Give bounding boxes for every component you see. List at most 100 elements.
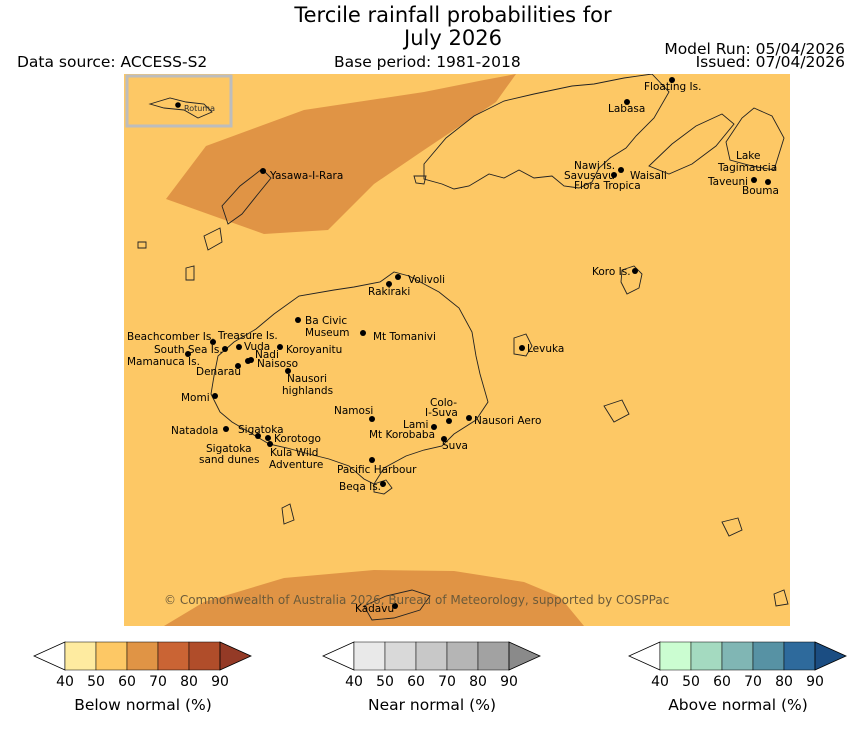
place-label-sand-dunes: sand dunes (199, 454, 259, 466)
place-label-koro-is: Koro Is. (592, 266, 631, 278)
place-marker-mt-korobaba (446, 418, 452, 424)
place-label-ba-civic: Ba Civic (305, 315, 347, 327)
coast-beqa (373, 479, 393, 495)
colorbar-swatch-5 (188, 641, 221, 671)
place-label-kula-wild: Kula Wild (270, 447, 318, 459)
colorbar-below-label: Below normal (%) (74, 696, 212, 714)
place-label-sigatoka: Sigatoka (238, 424, 284, 436)
place-label-volivoli: Volivoli (408, 274, 445, 286)
place-label-waisali: Waisali (630, 170, 667, 182)
colorbar-swatch-3 (721, 641, 754, 671)
place-label-natadola: Natadola (171, 425, 218, 437)
colorbar-extend-high (814, 641, 847, 671)
colorbar-swatch-3 (415, 641, 448, 671)
coast-viti-levu (210, 271, 489, 485)
coast-vanua-levu (423, 74, 670, 190)
place-label-yasawa-i-rara: Yasawa-I-Rara (269, 170, 343, 182)
colorbar-swatch-2 (690, 641, 723, 671)
place-marker-denarau (235, 363, 241, 369)
colorbar-above-normal: Above normal (%) 40 50 60 70 80 90 (628, 640, 848, 714)
place-marker-ba-civic (295, 317, 301, 323)
colorbar-near-swatches (322, 641, 541, 671)
place-label-rakiraki: Rakiraki (368, 286, 410, 298)
colorbar-above-swatches (628, 641, 847, 671)
coast-ovalau (513, 333, 533, 357)
colorbar-swatch-5 (783, 641, 816, 671)
place-label-suva: Suva (442, 440, 468, 452)
place-marker-kadavu (392, 603, 398, 609)
colorbar-extend-high (508, 641, 541, 671)
place-marker-taveuni (751, 177, 757, 183)
colorbar-swatch-1 (659, 641, 692, 671)
colorbar-swatch-1 (353, 641, 386, 671)
place-marker-volivoli (395, 274, 401, 280)
place-marker-namosi (369, 416, 375, 422)
place-marker-beqa-is (380, 481, 386, 487)
colorbar-tick-70: 70 (438, 674, 456, 690)
place-label-i-suva: I-Suva (425, 407, 458, 419)
rotuma-inset: Rotuma (125, 74, 233, 128)
place-label-beachcomber-is: Beachcomber Is. (127, 331, 215, 343)
copyright-notice: © Commonwealth of Australia 2026, Bureau… (164, 593, 669, 607)
place-marker-levuka (519, 345, 525, 351)
place-label-highlands: highlands (282, 385, 333, 397)
colorbar-above-label: Above normal (%) (668, 696, 808, 714)
place-marker-rakiraki (386, 281, 392, 287)
place-marker-kula-wild (267, 441, 273, 447)
place-label-south-sea-is: South Sea Is. (154, 344, 223, 356)
colorbar-tick-40: 40 (651, 674, 669, 690)
place-label-mamanuca-is: Mamanuca Is. (127, 356, 200, 368)
place-label-lami: Lami (403, 419, 428, 431)
model-run: Model Run: 05/04/2026 (664, 40, 845, 58)
coast-islet-7 (137, 241, 147, 249)
probability-band-south (164, 570, 584, 626)
rainfall-map: Rotuma Floating Is. Labasa Yasawa-I-Rara Na… (124, 74, 790, 626)
coast-taveuni (725, 107, 785, 171)
coast-islet-6 (773, 589, 789, 607)
chart-title-line2: July 2026 (404, 26, 502, 50)
place-marker-sigatoka (255, 433, 261, 439)
coast-yasawa-south (203, 227, 223, 251)
coast-islet-4 (281, 503, 295, 525)
coast-koro (620, 265, 643, 295)
place-label-momi: Momi (181, 392, 210, 404)
coast-kadavu (363, 589, 431, 621)
place-marker-nausori (285, 368, 291, 374)
place-marker-lami (431, 424, 437, 430)
colorbar-tick-50: 50 (87, 674, 105, 690)
colorbar-tick-50: 50 (376, 674, 394, 690)
place-label-adventure: Adventure (269, 459, 323, 471)
base-period: Base period: 1981-2018 (334, 53, 521, 71)
place-marker-vuda (236, 344, 242, 350)
place-marker-koroyanitu (277, 344, 283, 350)
place-label-mt-korobaba: Mt Korobaba (369, 429, 435, 441)
place-label-bouma: Bouma (742, 185, 779, 197)
colorbar-extend-low (322, 641, 355, 671)
place-marker-labasa (624, 99, 630, 105)
colorbar-extend-low (628, 641, 661, 671)
colorbar-tick-40: 40 (56, 674, 74, 690)
colorbar-near-label: Near normal (%) (368, 696, 496, 714)
place-label-sigatoka: Sigatoka (206, 443, 252, 455)
place-label-namosi: Namosi (334, 405, 373, 417)
place-label-nawi-is: Nawi Is. (574, 160, 615, 172)
place-label-taveuni: Taveuni (707, 176, 748, 188)
coast-islet-1 (413, 175, 427, 185)
coast-yasawa (221, 168, 272, 225)
place-label-denarau: Denarau (196, 366, 241, 378)
colorbar-swatch-2 (95, 641, 128, 671)
place-label-museum: Museum (305, 327, 350, 339)
inset-label: Rotuma (184, 104, 215, 113)
place-label-floating-is: Floating Is. (644, 81, 701, 93)
colorbar-swatch-1 (64, 641, 97, 671)
coast-islet-3 (721, 517, 743, 537)
place-marker-mt-tomanivi (360, 330, 366, 336)
place-marker-floating-is (669, 77, 675, 83)
place-label-kadavu: Kadavu (355, 603, 394, 615)
colorbar-extend-low (33, 641, 66, 671)
place-label-nausori: Nausori (287, 373, 327, 385)
colorbar-near-normal: Near normal (%) 40 50 60 70 80 90 (322, 640, 542, 714)
colorbar-below-normal: Below normal (%) 40 50 60 70 80 90 (33, 640, 253, 714)
place-marker-nausori-aero (466, 415, 472, 421)
